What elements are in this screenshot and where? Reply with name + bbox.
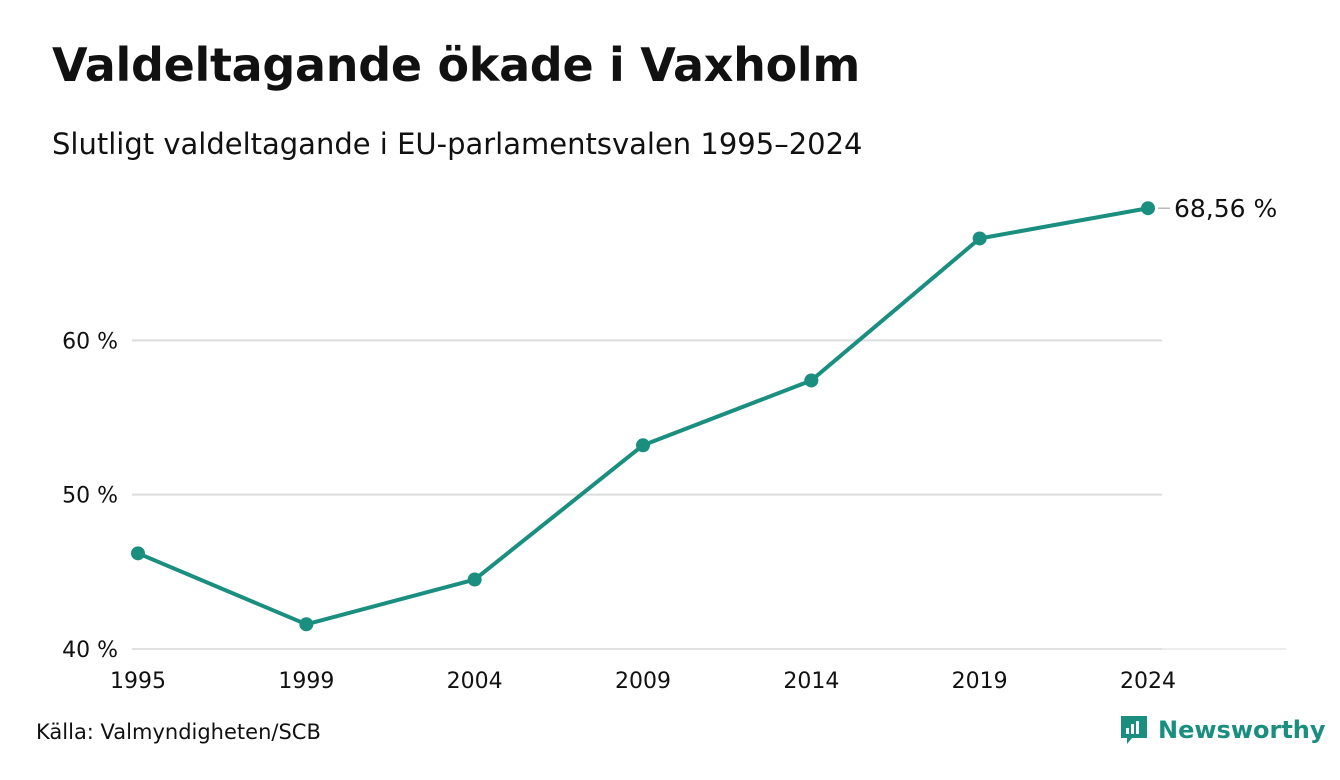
source-note: Källa: Valmyndigheten/SCB [36,720,321,744]
x-tick-label: 2019 [952,669,1008,694]
data-point [804,373,819,388]
chart-subtitle: Slutligt valdeltagande i EU-parlamentsva… [52,127,863,161]
y-tick-label: 60 % [62,329,118,354]
chart-title: Valdeltagande ökade i Vaxholm [52,38,860,92]
x-tick-label: 2009 [615,669,671,694]
x-tick-label: 2014 [783,669,839,694]
data-point [299,617,314,632]
data-point [1141,201,1155,216]
data-point [636,438,650,453]
data-point [131,546,145,561]
data-point [972,231,987,246]
data-point [467,572,482,587]
series-line [136,206,1150,627]
y-tick-label: 50 % [62,484,118,509]
x-tick-label: 1995 [110,669,166,694]
end-value-label: 68,56 % [1174,194,1277,223]
newsworthy-logo: Newsworthy [1118,713,1326,747]
x-tick-label: 2004 [447,669,503,694]
brand-name: Newsworthy [1158,716,1326,744]
y-tick-label: 40 % [62,638,118,663]
x-tick-label: 2024 [1120,669,1176,694]
x-tick-label: 1999 [278,669,334,694]
newsworthy-logo-icon [1121,716,1147,744]
